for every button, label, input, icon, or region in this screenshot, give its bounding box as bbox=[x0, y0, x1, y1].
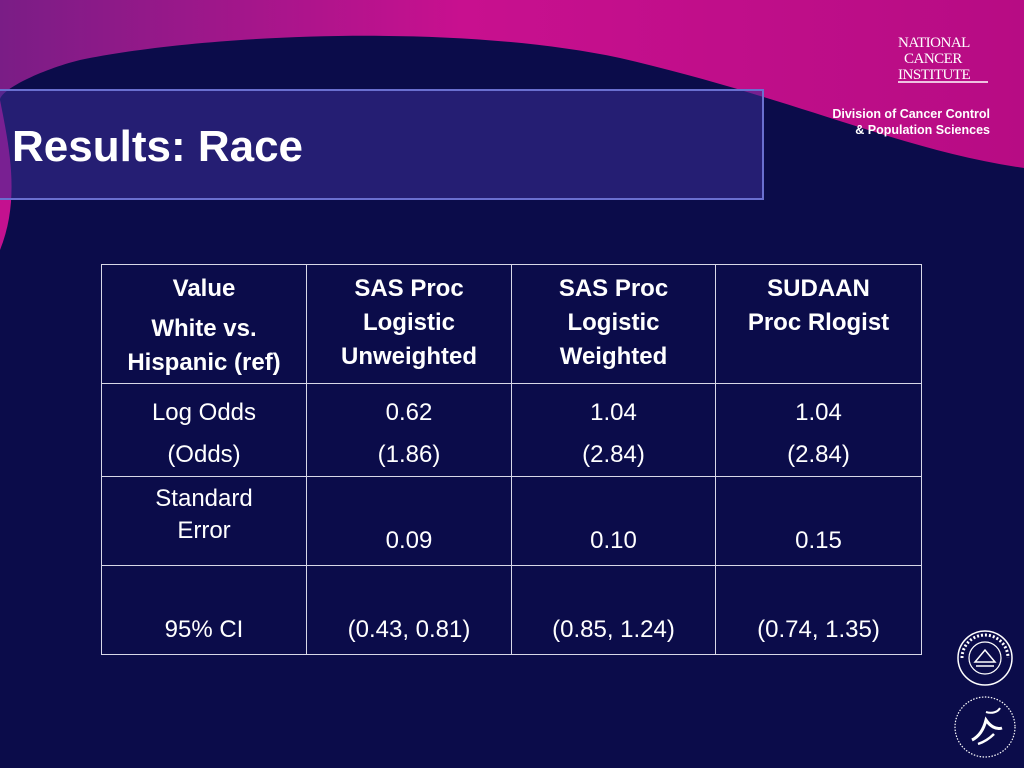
row-label-text: 95% CI bbox=[164, 616, 244, 643]
division-label: Division of Cancer Control & Population … bbox=[800, 106, 990, 138]
header-sudaan: SUDAAN Proc Rlogist bbox=[715, 264, 922, 384]
table-row-confidence-interval: 95% CI (0.43, 0.81) (0.85, 1.24) (0.74, … bbox=[101, 565, 922, 655]
row-label-text: Log Odds bbox=[151, 399, 257, 426]
nci-logo: NATIONAL CANCER INSTITUTE bbox=[898, 35, 988, 83]
header-text: SAS Proc bbox=[558, 275, 669, 302]
cell-value: 0.62 bbox=[385, 399, 433, 426]
row-label-text: Error bbox=[177, 517, 231, 544]
cell-value: (2.84) bbox=[787, 441, 850, 468]
header-text: Logistic bbox=[567, 309, 660, 336]
slide-title: Results: Race bbox=[12, 122, 304, 171]
table-cell: 1.04 (2.84) bbox=[511, 383, 716, 477]
header-text: SUDAAN bbox=[767, 275, 870, 302]
cell-value: 0.15 bbox=[795, 527, 842, 554]
row-label-text: (Odds) bbox=[167, 441, 241, 468]
cell-value: 1.04 bbox=[795, 399, 842, 426]
division-line-1: Division of Cancer Control bbox=[832, 107, 990, 121]
cell-value: 0.09 bbox=[385, 527, 433, 554]
svg-text:NATIONAL: NATIONAL bbox=[898, 35, 970, 51]
header-sas-unweighted: SAS Proc Logistic Unweighted bbox=[306, 264, 512, 384]
cell-value: 1.04 bbox=[590, 399, 637, 426]
title-bar bbox=[0, 89, 764, 200]
table-cell: 0.10 bbox=[511, 476, 716, 566]
cell-value: (1.86) bbox=[377, 441, 441, 468]
header-value: Value White vs. Hispanic (ref) bbox=[101, 264, 307, 384]
table-cell: (0.74, 1.35) bbox=[715, 565, 922, 655]
table-cell: (0.43, 0.81) bbox=[306, 565, 512, 655]
cell-value: 0.10 bbox=[590, 527, 637, 554]
division-line-2: & Population Sciences bbox=[855, 123, 990, 137]
header-text: Proc Rlogist bbox=[747, 309, 890, 336]
cell-value: (2.84) bbox=[582, 441, 645, 468]
cell-value: (0.85, 1.24) bbox=[552, 616, 675, 643]
table-cell: 0.15 bbox=[715, 476, 922, 566]
row-label: 95% CI bbox=[101, 565, 307, 655]
nih-seal-icon bbox=[957, 630, 1013, 686]
table-header-row: Value White vs. Hispanic (ref) SAS Proc … bbox=[101, 264, 922, 384]
header-value-title: Value bbox=[172, 275, 236, 302]
cell-value: (0.43, 0.81) bbox=[347, 616, 471, 643]
header-text: Logistic bbox=[362, 309, 455, 336]
svg-text:INSTITUTE: INSTITUTE bbox=[898, 67, 970, 83]
hhs-seal-icon bbox=[954, 696, 1016, 758]
table-row-log-odds: Log Odds (Odds) 0.62 (1.86) 1.04 (2.84) … bbox=[101, 383, 922, 477]
row-label-text: Standard bbox=[155, 485, 253, 512]
header-value-subtitle: White vs. Hispanic (ref) bbox=[127, 315, 281, 376]
table-cell: 0.09 bbox=[306, 476, 512, 566]
header-sas-weighted: SAS Proc Logistic Weighted bbox=[511, 264, 716, 384]
table-cell: (0.85, 1.24) bbox=[511, 565, 716, 655]
svg-text:CANCER: CANCER bbox=[904, 51, 962, 67]
magenta-swoosh bbox=[0, 0, 1024, 168]
header-text: SAS Proc bbox=[354, 275, 464, 302]
results-table: Value White vs. Hispanic (ref) SAS Proc … bbox=[101, 264, 922, 655]
header-text: Weighted bbox=[559, 343, 668, 370]
table-cell: 1.04 (2.84) bbox=[715, 383, 922, 477]
cell-value: (0.74, 1.35) bbox=[757, 616, 880, 643]
row-label: Standard Error bbox=[101, 476, 307, 566]
row-label: Log Odds (Odds) bbox=[101, 383, 307, 477]
table-cell: 0.62 (1.86) bbox=[306, 383, 512, 477]
table-row-standard-error: Standard Error 0.09 0.10 0.15 bbox=[101, 476, 922, 566]
header-text: Unweighted bbox=[341, 343, 477, 370]
